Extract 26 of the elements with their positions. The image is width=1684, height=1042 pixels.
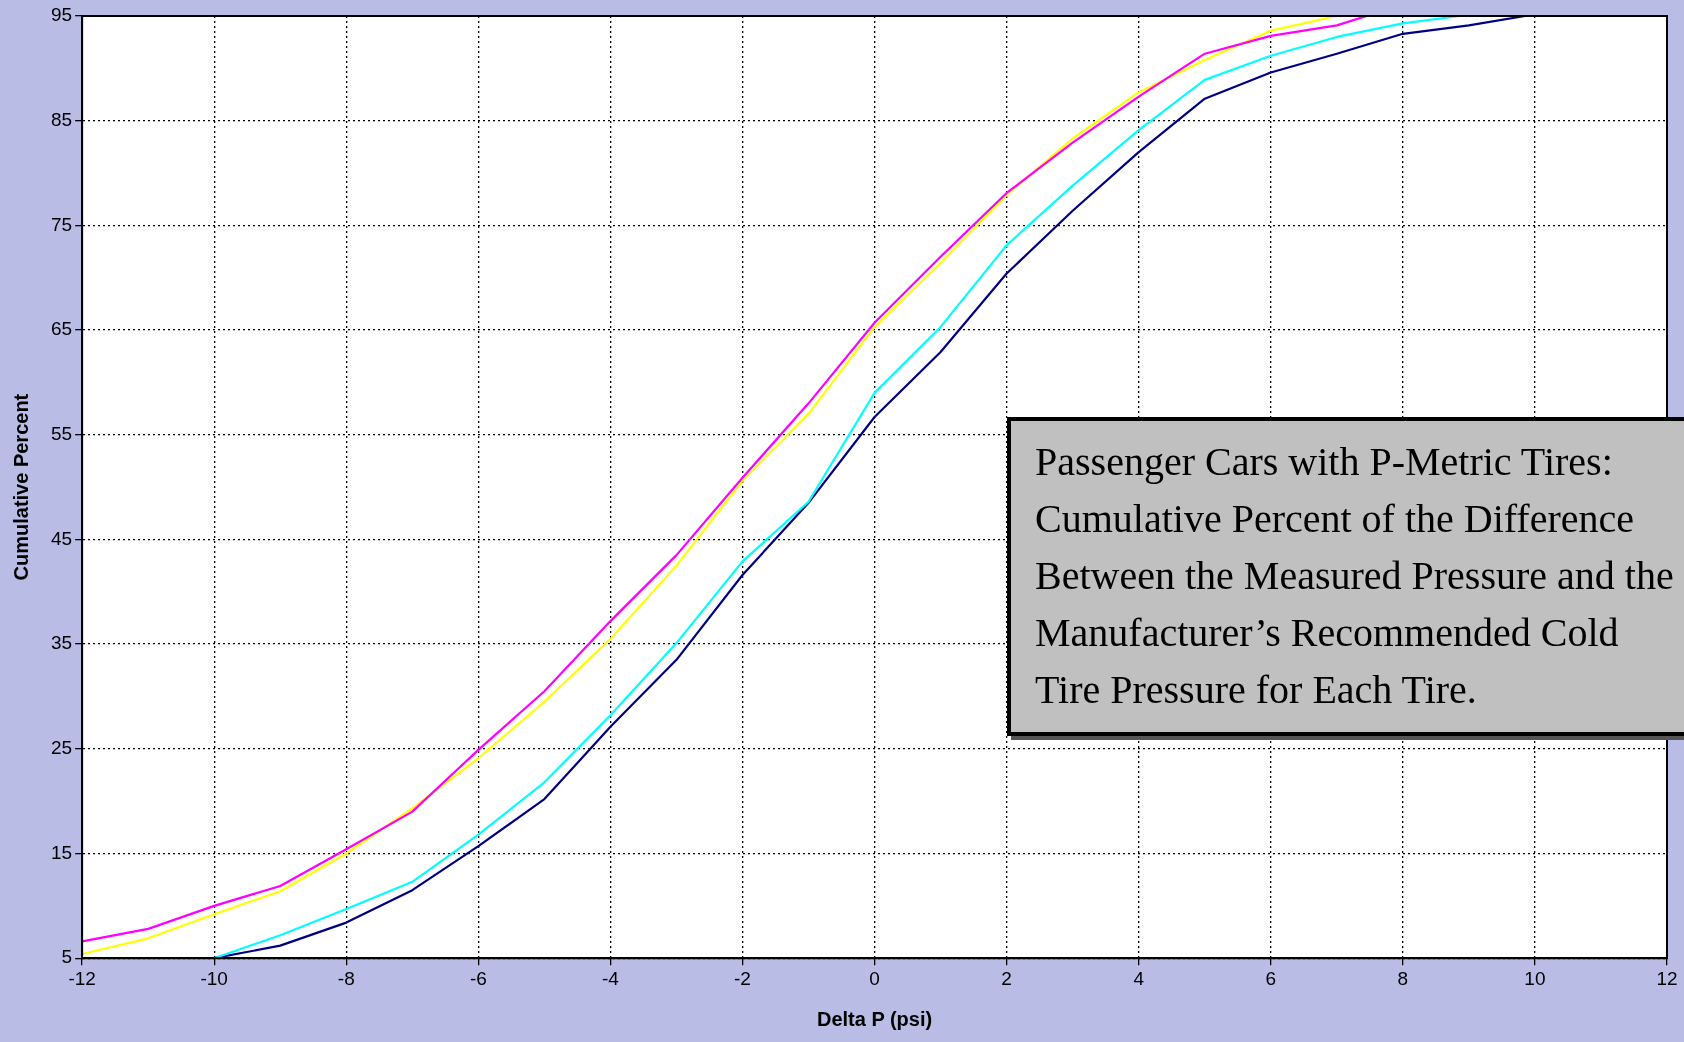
x-tick-label: 12 bbox=[1656, 967, 1678, 989]
y-tick-label: 95 bbox=[50, 4, 73, 26]
annotation: Passenger Cars with P-Metric Tires: Cumulative Percent of the Difference Between the Measured Pressure and the Manufacturer’s Recommended Cold Tire Pressure for Each Tire. bbox=[1007, 417, 1684, 736]
x-tick-label: 0 bbox=[869, 967, 880, 989]
y-tick-label: 25 bbox=[50, 737, 73, 759]
x-tick-label: 10 bbox=[1524, 967, 1546, 989]
y-tick-label: 85 bbox=[50, 108, 73, 130]
x-tick-label: -8 bbox=[337, 967, 355, 989]
x-tick-label: 4 bbox=[1133, 967, 1145, 989]
x-tick-label: 2 bbox=[1001, 967, 1012, 989]
y-tick-label: 65 bbox=[50, 318, 73, 340]
y-tick-label: 5 bbox=[61, 946, 73, 968]
x-tick-label: -12 bbox=[68, 967, 96, 989]
y-tick-label: 75 bbox=[50, 213, 73, 235]
x-tick-label: -6 bbox=[469, 967, 487, 989]
x-tick-label: -2 bbox=[734, 967, 751, 989]
y-tick-label: 55 bbox=[50, 422, 73, 444]
y-tick-label: 35 bbox=[50, 632, 73, 654]
y-tick-label: 15 bbox=[50, 841, 73, 863]
x-tick-label: 8 bbox=[1397, 967, 1409, 989]
x-axis-title: Delta P (psi) bbox=[816, 1007, 933, 1030]
x-tick-label: 6 bbox=[1265, 967, 1277, 989]
x-tick-label: -4 bbox=[601, 967, 620, 989]
x-tick-label: -10 bbox=[200, 967, 228, 989]
y-tick-label: 45 bbox=[50, 527, 73, 549]
y-axis-title: Cumulative Percent bbox=[9, 393, 32, 581]
